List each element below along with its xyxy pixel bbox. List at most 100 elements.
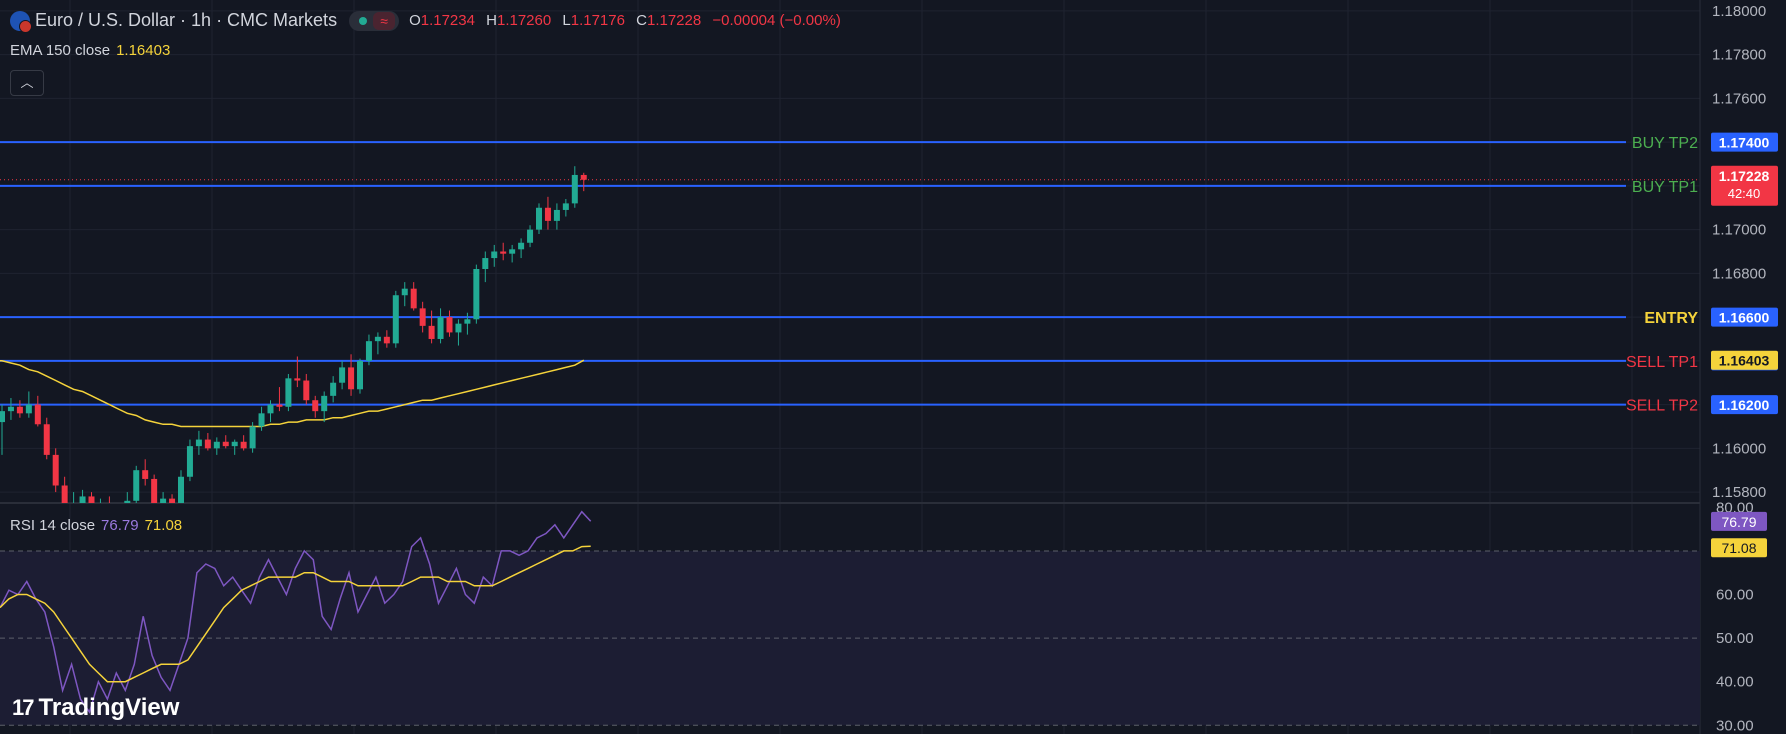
candle-body bbox=[97, 505, 103, 512]
ema-price-tag-text: 1.16403 bbox=[1719, 353, 1770, 369]
candle-body bbox=[142, 470, 149, 479]
candle-body bbox=[348, 367, 355, 390]
candle-body bbox=[455, 323, 462, 333]
rsi-ma-tag bbox=[1711, 538, 1767, 558]
candle-body bbox=[562, 203, 569, 210]
level-label: SELL TP1 bbox=[1626, 354, 1698, 371]
ema-value: 1.16403 bbox=[116, 42, 171, 59]
candle-body bbox=[258, 413, 265, 427]
candle-body bbox=[169, 498, 176, 503]
candle-body bbox=[186, 446, 193, 477]
candle-body bbox=[124, 500, 131, 503]
candle-body bbox=[34, 404, 41, 425]
high-label: H bbox=[486, 12, 497, 29]
candle-body bbox=[580, 174, 587, 180]
last-price-tag-text: 1.17228 bbox=[1719, 168, 1770, 184]
candle-body bbox=[133, 470, 140, 501]
symbol-title[interactable]: Euro / U.S. Dollar · 1h · CMC Markets bbox=[35, 10, 338, 30]
rsi-label: RSI 14 close bbox=[10, 517, 96, 534]
candle-body bbox=[527, 229, 534, 243]
rsi-tick-label: 50.00 bbox=[1716, 630, 1754, 647]
candle-body bbox=[365, 341, 372, 361]
candle-body bbox=[79, 496, 86, 503]
candle-body bbox=[303, 380, 310, 401]
level-price-tag bbox=[1711, 307, 1778, 327]
eur-usd-flag-icon[interactable] bbox=[10, 10, 32, 33]
candle-body bbox=[383, 336, 390, 344]
price-tick-label: 1.17800 bbox=[1712, 47, 1766, 64]
candle-body bbox=[222, 441, 229, 447]
change-value: −0.00004 (−0.00%) bbox=[712, 12, 841, 29]
candle-body bbox=[240, 441, 247, 449]
candle-body bbox=[419, 308, 426, 326]
ema-line bbox=[0, 359, 585, 428]
rsi-value: 76.79 bbox=[101, 517, 139, 534]
rsi-value-tag bbox=[1711, 511, 1767, 531]
candles bbox=[0, 166, 587, 516]
price-tick-label: 1.15800 bbox=[1712, 484, 1766, 501]
candle-body bbox=[518, 242, 525, 250]
candle-body bbox=[204, 439, 211, 449]
low-label: L bbox=[562, 12, 571, 29]
candle-body bbox=[249, 426, 256, 449]
candle-body bbox=[178, 476, 184, 503]
ohlc-readout: O1.17234 H1.17260 L1.17176 C1.17228 −0.0… bbox=[409, 12, 841, 29]
candle-body bbox=[285, 378, 292, 407]
candle-body bbox=[357, 360, 363, 390]
rsi-ma-tag-text: 71.08 bbox=[1721, 540, 1756, 556]
rsi-ma-line bbox=[0, 545, 591, 683]
candle-body bbox=[195, 439, 202, 447]
price-tick-label: 1.16800 bbox=[1712, 265, 1766, 282]
candle-body bbox=[500, 251, 507, 254]
candle-body bbox=[339, 367, 346, 383]
rsi-value-tag-text: 76.79 bbox=[1721, 514, 1756, 530]
collapse-legend-button[interactable]: ︿ bbox=[10, 70, 44, 96]
rsi-legend[interactable]: RSI 14 close 76.79 71.08 bbox=[10, 517, 182, 534]
low-value: 1.17176 bbox=[570, 12, 625, 29]
candle-body bbox=[571, 174, 578, 204]
candle-body bbox=[544, 207, 551, 221]
candle-body bbox=[151, 478, 158, 503]
rsi-tick-label: 40.00 bbox=[1716, 674, 1754, 691]
close-label: C bbox=[636, 12, 647, 29]
candle-body bbox=[88, 496, 95, 503]
candle-body bbox=[25, 404, 32, 414]
high-value: 1.17260 bbox=[496, 12, 552, 29]
price-tick-label: 1.17000 bbox=[1712, 222, 1766, 239]
candle-body bbox=[267, 404, 274, 414]
candle-body bbox=[482, 258, 489, 269]
candle-body bbox=[106, 505, 112, 516]
tradingview-logo[interactable]: 17 TradingView bbox=[12, 694, 179, 722]
candle-body bbox=[43, 424, 50, 455]
ema-price-tag bbox=[1711, 350, 1778, 370]
wave-icon: ≈ bbox=[373, 11, 396, 30]
level-label: SELL TP2 bbox=[1626, 398, 1698, 415]
candle-body bbox=[312, 400, 319, 412]
candle-body bbox=[52, 454, 59, 486]
candle-body bbox=[473, 268, 480, 320]
rsi-tick-label: 60.00 bbox=[1716, 587, 1754, 604]
level-price-tag bbox=[1711, 395, 1778, 415]
candle-body bbox=[213, 441, 220, 449]
candle-body bbox=[330, 382, 337, 396]
close-value: 1.17228 bbox=[646, 12, 702, 29]
candle-body bbox=[231, 441, 238, 447]
candle-body bbox=[392, 295, 399, 344]
level-price-tag-text: 1.17400 bbox=[1719, 135, 1770, 151]
candle-body bbox=[160, 498, 167, 503]
candle-body bbox=[294, 378, 301, 381]
level-price-tag-text: 1.16600 bbox=[1719, 310, 1770, 326]
candle-body bbox=[428, 325, 435, 339]
candle-body bbox=[464, 319, 471, 324]
open-value: 1.17234 bbox=[420, 12, 475, 29]
candle-body bbox=[509, 249, 516, 254]
candle-body bbox=[401, 288, 408, 296]
candle-body bbox=[0, 411, 5, 423]
tradingview-logo-text: TradingView bbox=[38, 694, 180, 721]
market-status-pill[interactable]: ≈ bbox=[349, 10, 400, 31]
chevron-up-icon: ︿ bbox=[20, 75, 34, 90]
ema-legend[interactable]: EMA 150 close 1.16403 bbox=[10, 42, 170, 59]
candle-body bbox=[374, 336, 381, 342]
